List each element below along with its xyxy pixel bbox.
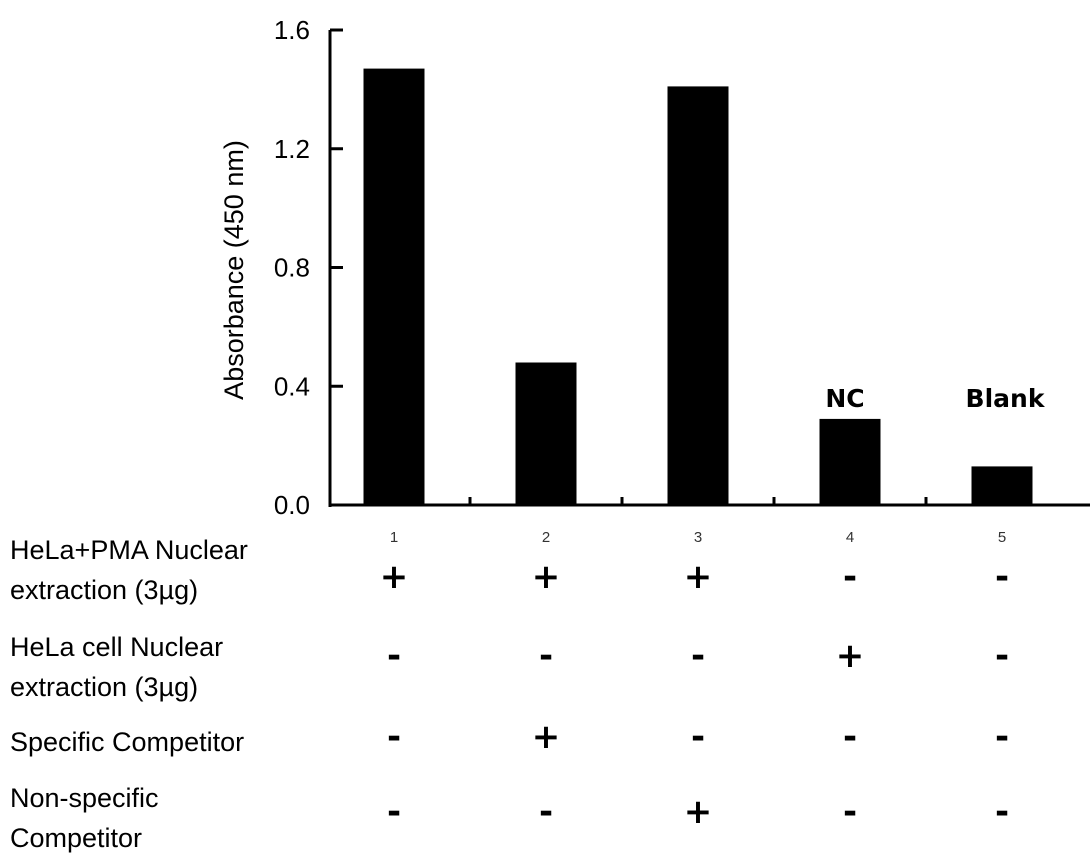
x-tick-label: 2 — [542, 529, 550, 546]
x-ticks-group: 1 2 3 4 5 — [390, 497, 1006, 546]
y-tick-label: 1.6 — [274, 15, 310, 45]
y-tick-label: 0.0 — [274, 490, 310, 520]
x-tick-label: 4 — [846, 529, 854, 546]
bar-3 — [667, 86, 729, 505]
minus-sign: - — [842, 717, 858, 757]
x-tick-label: 5 — [998, 529, 1006, 546]
bar-4 — [819, 418, 881, 505]
x-tick-label: 1 — [390, 529, 398, 546]
minus-sign: - — [842, 557, 858, 597]
minus-sign: - — [994, 636, 1010, 676]
minus-sign: - — [994, 717, 1010, 757]
minus-sign: - — [538, 636, 554, 676]
condition-label: Non-specific Competitor — [10, 783, 159, 853]
bar-annotation: NC — [825, 384, 864, 413]
bar-2 — [515, 362, 577, 505]
bar-1 — [363, 68, 425, 505]
condition-label: Specific Competitor — [10, 727, 245, 757]
y-tick-label: 1.2 — [274, 134, 310, 164]
minus-sign: - — [994, 792, 1010, 832]
plus-sign: + — [683, 557, 713, 597]
condition-label: HeLa cell Nuclear extraction (3µg) — [10, 632, 224, 702]
plus-sign: + — [531, 557, 561, 597]
y-axis-label: Absorbance (450 nm) — [219, 140, 249, 400]
plus-sign: + — [835, 636, 865, 676]
minus-sign: - — [386, 717, 402, 757]
minus-sign: - — [690, 717, 706, 757]
x-tick-label: 3 — [694, 529, 702, 546]
plus-sign: + — [531, 717, 561, 757]
minus-sign: - — [690, 636, 706, 676]
minus-sign: - — [994, 557, 1010, 597]
minus-sign: - — [842, 792, 858, 832]
bar-5 — [971, 466, 1033, 505]
minus-sign: - — [386, 636, 402, 676]
minus-sign: - — [538, 792, 554, 832]
y-tick-label: 0.8 — [274, 253, 310, 283]
bar-annotation: Blank — [966, 384, 1046, 413]
annotations-group: NC Blank — [825, 384, 1045, 413]
bars-group — [363, 68, 1033, 505]
minus-sign: - — [386, 792, 402, 832]
condition-label: HeLa+PMA Nuclear extraction (3µg) — [10, 535, 248, 605]
y-tick-label: 0.4 — [274, 371, 310, 401]
plus-sign: + — [683, 792, 713, 832]
y-ticks-group: 0.0 0.4 0.8 1.2 1.6 — [274, 15, 343, 520]
plus-sign: + — [379, 557, 409, 597]
